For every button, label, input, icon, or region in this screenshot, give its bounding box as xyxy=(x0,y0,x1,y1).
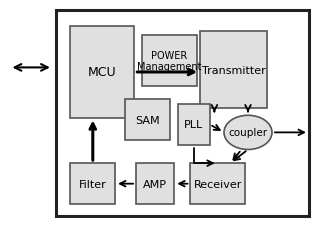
Bar xyxy=(142,36,197,86)
Bar xyxy=(200,32,267,109)
Bar xyxy=(70,163,115,204)
Bar xyxy=(136,163,174,204)
Text: Filter: Filter xyxy=(79,179,107,189)
Text: Transmitter: Transmitter xyxy=(202,65,266,75)
Bar xyxy=(56,11,309,216)
Text: coupler: coupler xyxy=(228,128,268,138)
Bar xyxy=(70,27,134,118)
Text: AMP: AMP xyxy=(143,179,167,189)
Text: POWER
Management: POWER Management xyxy=(137,51,202,72)
Bar xyxy=(178,104,210,145)
Text: SAM: SAM xyxy=(135,115,159,125)
Bar xyxy=(125,100,170,141)
Text: MCU: MCU xyxy=(88,66,117,79)
Text: Receiver: Receiver xyxy=(193,179,242,189)
Circle shape xyxy=(224,116,272,150)
Text: PLL: PLL xyxy=(184,120,203,130)
Bar xyxy=(190,163,245,204)
